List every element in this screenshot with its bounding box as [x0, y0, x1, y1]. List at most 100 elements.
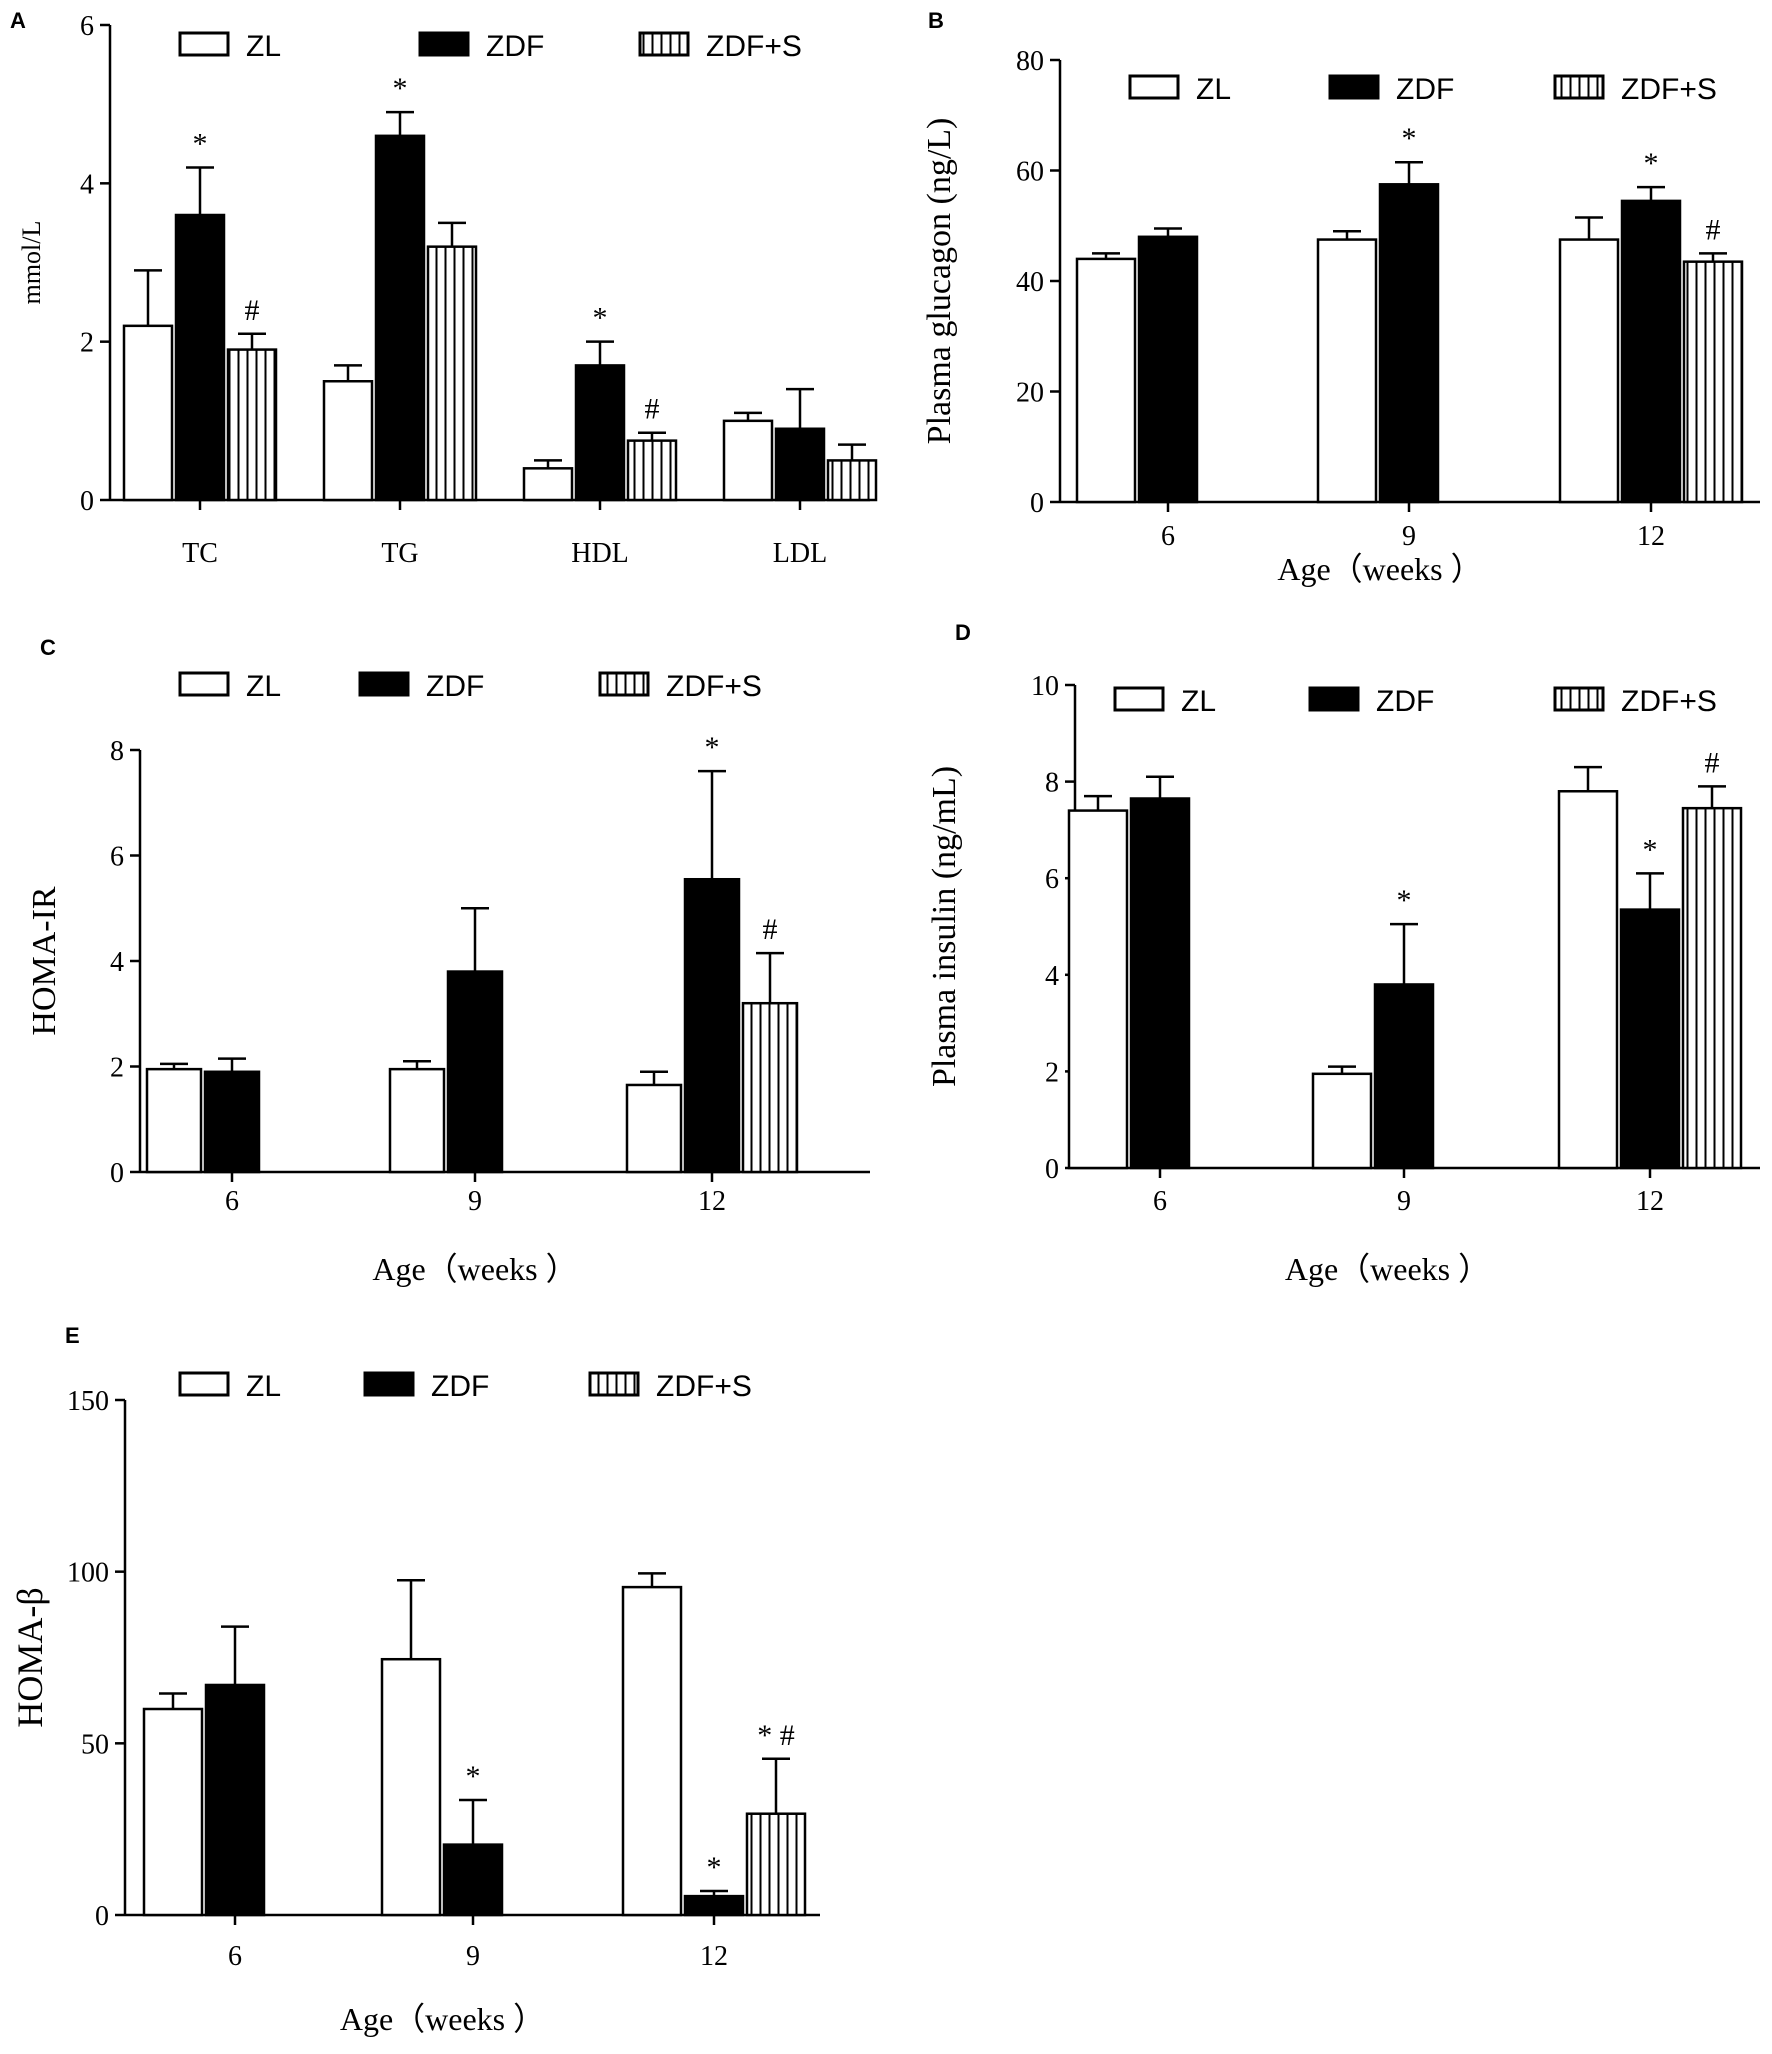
significance-marker: *	[705, 731, 720, 764]
bar-zl-12	[1557, 790, 1619, 1170]
x-tick-label: 9	[466, 1941, 480, 1972]
y-tick-label: 0	[1045, 1154, 1059, 1185]
x-tick-label: TG	[381, 538, 418, 569]
x-tick-label: 9	[1402, 521, 1416, 552]
y-axis-label: HOMA-β	[10, 1587, 50, 1727]
y-tick-label: 100	[67, 1558, 109, 1589]
legend-swatch-zl	[1113, 686, 1165, 712]
panel-letter: E	[65, 1323, 80, 1348]
y-axis-label: Plasma insulin (ng/mL)	[926, 766, 963, 1087]
bar-zl-9	[388, 1067, 446, 1174]
bar-zdf-6	[203, 1070, 261, 1174]
y-tick-label: 0	[110, 1158, 124, 1189]
y-tick-label: 60	[1016, 157, 1044, 188]
y-tick-label: 2	[110, 1053, 124, 1084]
legend-label: ZDF+S	[1621, 685, 1717, 718]
legend-label: ZDF	[426, 670, 484, 703]
significance-marker: #	[763, 913, 778, 946]
significance-marker: *	[1402, 122, 1417, 155]
y-axis-label: HOMA-IR	[26, 886, 63, 1036]
x-tick-label: 12	[700, 1941, 728, 1972]
bar-zdf-6	[204, 1683, 266, 1917]
significance-marker: *	[593, 302, 608, 335]
x-axis-label: Age（weeks ）	[372, 1251, 577, 1287]
bar-zl-tc	[122, 324, 174, 502]
x-tick-label: 12	[698, 1186, 726, 1217]
bar-zl-12	[621, 1585, 683, 1917]
legend-label: ZL	[246, 670, 281, 703]
bar-zdf-s-ldl	[826, 459, 878, 502]
legend-swatch-zdf-s	[588, 1371, 640, 1397]
legend-swatch-zdf	[418, 31, 470, 57]
significance-marker: *	[1643, 833, 1658, 866]
y-tick-label: 2	[1045, 1057, 1059, 1088]
panel-letter: D	[955, 620, 971, 645]
x-tick-label: 12	[1636, 1186, 1664, 1217]
legend-label: ZDF	[1396, 73, 1454, 106]
y-tick-label: 4	[110, 947, 124, 978]
y-tick-label: 6	[1045, 864, 1059, 895]
significance-marker: #	[1706, 213, 1721, 246]
y-tick-label: 40	[1016, 267, 1044, 298]
bar-zl-6	[142, 1707, 204, 1917]
significance-marker: #	[245, 294, 260, 327]
bar-zdf-s-12	[741, 1001, 799, 1174]
bar-zl-tg	[322, 380, 374, 502]
bar-zl-6	[145, 1067, 203, 1174]
bar-zdf-6	[1137, 235, 1199, 504]
legend-label: ZDF	[431, 1370, 489, 1403]
legend-swatch-zl	[178, 671, 230, 697]
legend-swatch-zdf-s	[1553, 686, 1605, 712]
panel-E: E 0 50 100 150 HOMA-β 6 9 12 * * * # Age（weeks ） ZL ZD…	[10, 1323, 820, 2037]
bar-zl-12	[1558, 238, 1620, 504]
bar-zdf-s-12	[1681, 806, 1743, 1170]
y-tick-label: 0	[1030, 488, 1044, 519]
panel-letter: B	[928, 8, 944, 33]
legend-label: ZDF+S	[706, 30, 802, 63]
legend-label: ZDF+S	[1621, 73, 1717, 106]
legend-swatch-zdf	[363, 1371, 415, 1397]
y-tick-label: 4	[80, 169, 94, 200]
x-tick-label: 6	[1161, 521, 1175, 552]
y-tick-label: 8	[110, 736, 124, 767]
x-tick-label: 9	[468, 1186, 482, 1217]
legend-label: ZL	[1196, 73, 1231, 106]
bar-zl-9	[380, 1657, 442, 1917]
bar-zdf-s-tc	[226, 348, 278, 502]
legend-label: ZL	[246, 30, 281, 63]
bar-zl-6	[1075, 257, 1137, 504]
y-tick-label: 20	[1016, 378, 1044, 409]
legend-swatch-zdf	[1308, 686, 1360, 712]
bar-zl-ldl	[722, 419, 774, 502]
y-tick-label: 50	[81, 1729, 109, 1760]
x-tick-label: 9	[1397, 1186, 1411, 1217]
bar-zdf-12	[683, 877, 741, 1174]
legend-swatch-zl	[1128, 74, 1180, 100]
panel-letter: C	[40, 635, 56, 660]
x-tick-label: 6	[1153, 1186, 1167, 1217]
significance-marker: *	[393, 72, 408, 105]
y-tick-label: 8	[1045, 768, 1059, 799]
y-tick-label: 6	[80, 11, 94, 42]
x-axis-label: Age（weeks ）	[1277, 551, 1482, 587]
x-tick-label: TC	[182, 538, 218, 569]
y-tick-label: 150	[67, 1386, 109, 1417]
legend-label: ZL	[246, 1370, 281, 1403]
bar-zl-hdl	[522, 467, 574, 502]
x-tick-label: 12	[1637, 521, 1665, 552]
y-tick-label: 80	[1016, 46, 1044, 77]
y-tick-label: 0	[95, 1901, 109, 1932]
significance-marker: * #	[757, 1719, 795, 1752]
x-tick-label: 6	[225, 1186, 239, 1217]
significance-marker: #	[645, 393, 660, 426]
significance-marker: *	[1644, 147, 1659, 180]
legend-swatch-zdf-s	[638, 31, 690, 57]
y-tick-label: 4	[1045, 961, 1059, 992]
bar-zl-6	[1067, 809, 1129, 1170]
legend-swatch-zdf-s	[1553, 74, 1605, 100]
legend-swatch-zl	[178, 31, 230, 57]
bar-zdf-9	[1373, 983, 1435, 1170]
x-axis-label: Age（weeks ）	[1285, 1251, 1490, 1287]
